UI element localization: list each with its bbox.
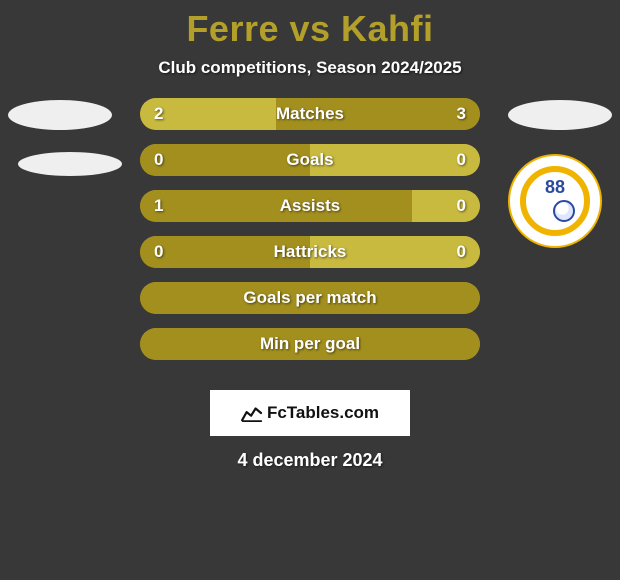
stat-row: Assists10 xyxy=(140,190,480,222)
stat-seg-left xyxy=(140,282,480,314)
stat-seg-left xyxy=(140,144,310,176)
stat-seg-left xyxy=(140,328,480,360)
comparison-stage: 88 Matches23Goals00Assists10Hattricks00G… xyxy=(0,106,620,406)
stat-row: Hattricks00 xyxy=(140,236,480,268)
page-title: Ferre vs Kahfi xyxy=(0,0,620,50)
stat-seg-right xyxy=(310,144,480,176)
stat-seg-left xyxy=(140,190,412,222)
right-team-badge xyxy=(508,100,612,130)
stat-seg-left xyxy=(140,236,310,268)
date-label: 4 december 2024 xyxy=(0,450,620,471)
stat-seg-right xyxy=(310,236,480,268)
shield-icon: 88 xyxy=(520,166,590,236)
fctables-logo: FcTables.com xyxy=(241,403,379,423)
chart-icon xyxy=(241,404,263,422)
stat-bars: Matches23 Goals00 Assists10 Hattricks00 Goal… xyxy=(140,98,480,374)
branding-panel: FcTables.com xyxy=(210,390,410,436)
stat-seg-right xyxy=(412,190,480,222)
badge-number: 88 xyxy=(545,177,565,198)
stat-row: Goals per match xyxy=(140,282,480,314)
branding-text: FcTables.com xyxy=(267,403,379,423)
stat-seg-right xyxy=(276,98,480,130)
stat-row: Min per goal xyxy=(140,328,480,360)
season-subtitle: Club competitions, Season 2024/2025 xyxy=(0,58,620,78)
stat-row: Matches23 xyxy=(140,98,480,130)
ball-icon xyxy=(553,200,575,222)
right-player-badge: 88 xyxy=(508,154,602,248)
left-team-badge xyxy=(8,100,112,130)
stat-seg-left xyxy=(140,98,276,130)
stat-row: Goals00 xyxy=(140,144,480,176)
left-player-badge xyxy=(18,152,122,176)
